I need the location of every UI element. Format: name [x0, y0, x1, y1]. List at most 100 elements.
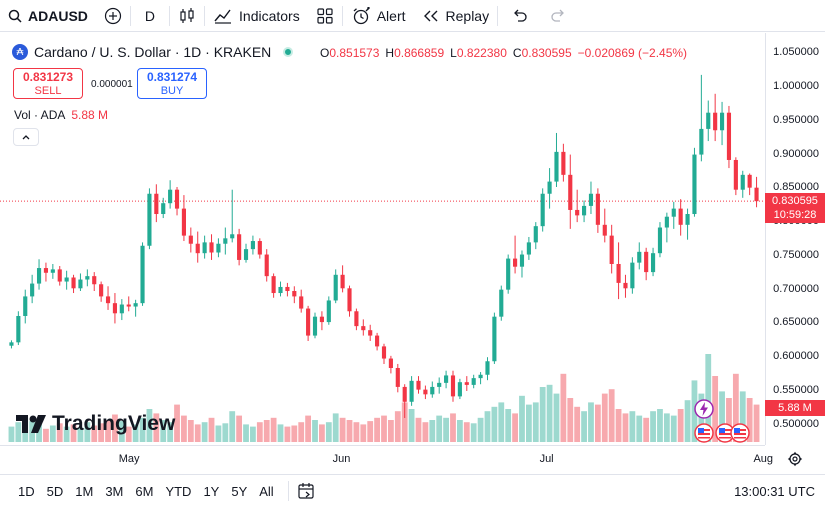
volume-bar [532, 402, 539, 442]
candle-body [195, 243, 200, 254]
us-flag-event-icon[interactable] [694, 423, 714, 443]
tradingview-logo-icon [16, 415, 46, 433]
logo-text: TradingView [52, 412, 176, 435]
candle-body [71, 277, 76, 289]
volume-bar [691, 380, 698, 442]
symbol-name: ADAUSD [28, 7, 88, 24]
candle-body [644, 251, 649, 273]
volume-bar [594, 404, 601, 442]
volume-bar [429, 420, 436, 442]
candle-body [395, 368, 400, 387]
redo-button[interactable] [542, 0, 574, 32]
utc-clock[interactable]: 13:00:31 UTC [734, 484, 815, 499]
candle-body [616, 263, 621, 283]
range-button[interactable]: YTD [165, 483, 192, 499]
candle-body [554, 151, 559, 182]
interval-button[interactable]: D [131, 0, 169, 32]
alert-button[interactable]: Alert [343, 0, 414, 32]
replay-button[interactable]: Replay [414, 0, 498, 32]
range-button[interactable]: 5Y [231, 483, 248, 499]
time-axis[interactable]: May Jun Jul Aug [0, 445, 773, 473]
bar-countdown: 10:59:28 [773, 209, 817, 222]
chart-pane[interactable] [0, 33, 765, 445]
candle-body [588, 193, 594, 206]
candle-body [23, 296, 28, 316]
candle-body [402, 386, 407, 402]
range-button[interactable]: 3M [105, 483, 124, 499]
candle-body [36, 268, 42, 284]
chart-type-button[interactable] [170, 0, 204, 32]
candle-body [747, 174, 752, 188]
range-button[interactable]: 5D [46, 483, 64, 499]
layouts-button[interactable] [308, 0, 342, 32]
low-label: L [450, 46, 457, 60]
price-axis[interactable]: 1.050000 1.000000 0.950000 0.900000 0.850000… [765, 33, 825, 445]
last-price-label: 0.830595 10:59:28 [765, 193, 825, 224]
replay-label: Replay [445, 7, 490, 24]
range-button[interactable]: 1Y [203, 483, 220, 499]
candle-body [485, 361, 490, 375]
candle-body [568, 174, 573, 210]
volume-bar [194, 424, 201, 442]
buy-button[interactable]: 0.831274 BUY [137, 68, 207, 99]
tradingview-logo[interactable]: TradingView [16, 412, 175, 436]
candle-body [368, 330, 373, 336]
price-tick-label: 0.750000 [773, 248, 819, 261]
candle-body [154, 193, 159, 215]
volume-bar [153, 413, 160, 442]
price-tick-label: 0.600000 [773, 350, 819, 363]
volume-bar [174, 404, 180, 442]
volume-bar [284, 426, 291, 442]
indicators-button[interactable]: Indicators [205, 0, 308, 32]
lightning-event-icon[interactable] [694, 399, 714, 419]
volume-bar [270, 417, 277, 442]
candle-body [30, 283, 35, 297]
price-tick-label: 0.950000 [773, 113, 819, 126]
volume-bar [450, 413, 456, 442]
date-range-calendar-icon[interactable] [297, 482, 317, 500]
candle-body [326, 300, 331, 323]
candle-body [726, 112, 732, 160]
candle-body [230, 234, 235, 239]
volume-bar [243, 424, 249, 442]
volume-bar [422, 422, 429, 442]
volume-bar [56, 423, 63, 442]
candle-body [16, 315, 21, 343]
candle-body [719, 112, 725, 131]
range-button[interactable]: 6M [135, 483, 154, 499]
indicators-icon [214, 9, 232, 24]
sell-button[interactable]: 0.831273 SELL [13, 68, 83, 99]
volume-bar [63, 426, 70, 442]
volume-bar [36, 424, 42, 442]
rewind-icon [423, 10, 438, 21]
collapse-legend-button[interactable] [13, 128, 39, 146]
candlestick-chart[interactable] [0, 33, 765, 445]
settings-gear-icon[interactable] [787, 451, 803, 467]
range-button[interactable]: 1D [18, 483, 35, 499]
market-open-indicator [283, 47, 294, 57]
volume-bar [339, 417, 346, 442]
candle-body [471, 378, 476, 385]
compare-button[interactable] [96, 0, 130, 32]
symbol-search[interactable]: ADAUSD [0, 0, 96, 32]
volume-bar [712, 376, 719, 442]
close-value: 0.830595 [521, 46, 572, 60]
series-title[interactable]: Cardano / U. S. Dollar · 1D · KRAKEN [34, 44, 272, 60]
volume-bar [208, 417, 215, 442]
range-button[interactable]: 1M [75, 483, 94, 499]
volume-bar [588, 402, 594, 442]
candle-body [92, 276, 97, 285]
volume-bar [187, 420, 194, 442]
volume-bar [408, 409, 415, 442]
candle-body [257, 241, 262, 255]
range-button[interactable]: All [259, 483, 274, 499]
volume-bar [15, 422, 22, 442]
undo-button[interactable] [498, 0, 542, 32]
volume-legend[interactable]: Vol · ADA 5.88 M [14, 108, 108, 122]
candle-body [630, 262, 635, 289]
volume-bar [353, 422, 360, 442]
time-tick-label: Jul [539, 453, 554, 465]
candle-body [457, 382, 462, 397]
candle-body [492, 316, 497, 362]
us-flag-event-icon[interactable] [730, 423, 750, 443]
